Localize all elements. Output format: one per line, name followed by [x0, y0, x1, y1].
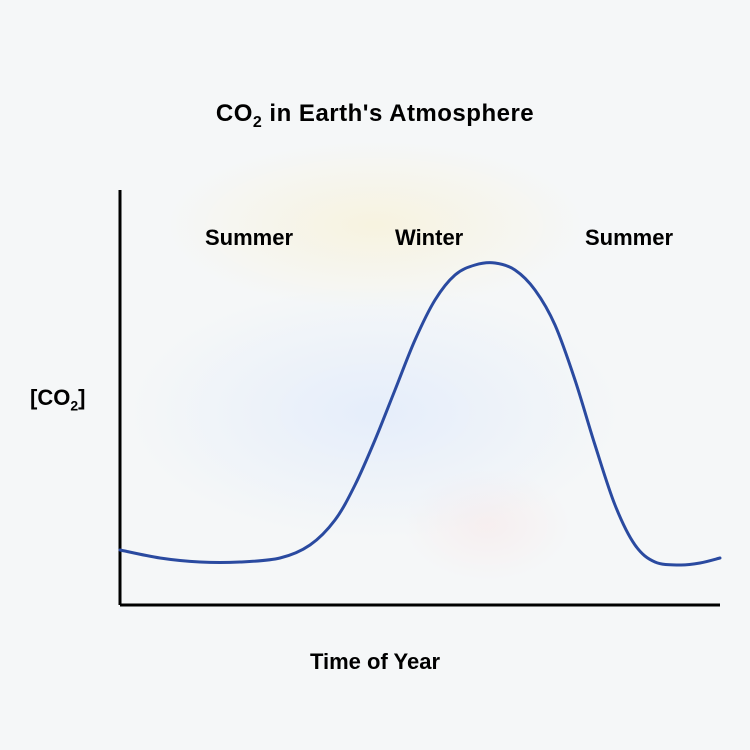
co2-chart: CO2 in Earth's Atmosphere Summer Winter … [0, 0, 750, 750]
data-curve [120, 263, 720, 565]
chart-svg [0, 0, 750, 750]
